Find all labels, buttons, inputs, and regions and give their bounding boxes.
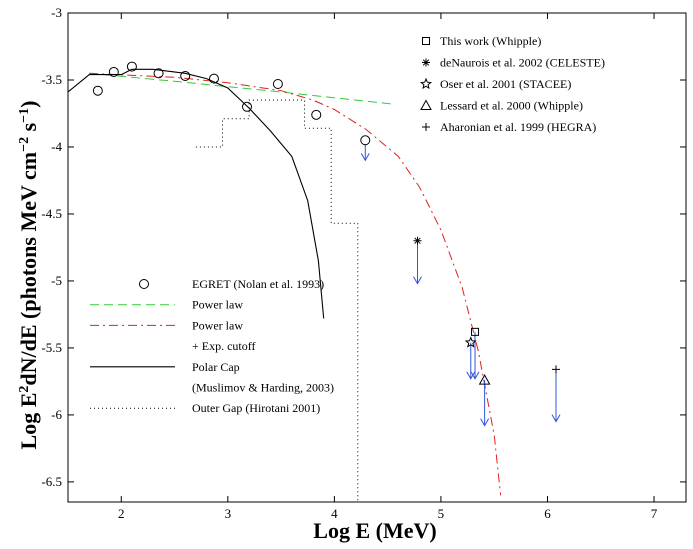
circle-marker <box>242 101 253 112</box>
circle-marker <box>153 68 164 79</box>
circle-marker <box>139 279 149 289</box>
data-point <box>552 365 561 374</box>
x-tick-label: 7 <box>651 506 658 521</box>
legend-marker <box>422 58 430 67</box>
axis-ticks: 2 3 4 5 6 7 -3 -3.5 -4 -4.5 -5 -5.5 -6 -6.5 <box>41 5 686 521</box>
legend-marker <box>419 77 433 90</box>
triangle-marker <box>420 99 432 110</box>
square-marker <box>471 327 480 336</box>
legend-label: deNaurois et al. 2002 (CELESTE) <box>440 56 605 70</box>
upper-limit-arrow-head <box>466 371 476 380</box>
circle-marker <box>92 85 103 96</box>
upper-limit-arrow-head <box>470 371 480 380</box>
series-line <box>89 72 394 105</box>
legend-label: Outer Gap (Hirotani 2001) <box>192 401 320 415</box>
circle-marker <box>272 79 283 90</box>
series-layer <box>68 61 561 502</box>
clipped-series <box>68 68 502 502</box>
y-tick-label: -6.5 <box>41 474 62 489</box>
y-axis-title-main: Log E <box>16 393 41 450</box>
data-point <box>464 336 477 348</box>
upper-limit-arrow-head <box>551 414 561 423</box>
y-tick-label: -3.5 <box>41 72 62 87</box>
legend-label: Oser et al. 2001 (STACEE) <box>440 77 571 91</box>
data-point <box>208 73 219 84</box>
y-axis-title-end: ) <box>16 101 41 108</box>
legend-label: This work (Whipple) <box>440 34 541 48</box>
circle-marker <box>180 70 191 81</box>
y-tick-label: -6 <box>51 407 62 422</box>
legend-marker <box>422 37 430 45</box>
legend-label: EGRET (Nolan et al. 1993) <box>192 277 324 291</box>
data-point <box>478 374 491 385</box>
data-point <box>242 101 253 112</box>
legend-label: Power law <box>192 318 243 332</box>
square-marker <box>422 37 430 45</box>
data-point <box>360 135 371 146</box>
x-axis-title: Log E (MeV) <box>313 518 436 543</box>
x-tick-label: 3 <box>225 506 232 521</box>
y-axis-title: Log E2dN/dE (photons MeV cm−2 s−1) <box>16 101 41 450</box>
y-axis-title-sup3: −1 <box>17 108 32 123</box>
star-marker <box>419 77 433 90</box>
x-tick-label: 4 <box>331 506 338 521</box>
data-point <box>272 79 283 90</box>
legend-label: Aharonian et al. 1999 (HEGRA) <box>440 120 596 134</box>
data-point <box>413 236 422 245</box>
plot-area <box>67 12 687 503</box>
legend-label: Polar Cap <box>192 360 240 374</box>
triangle-marker <box>478 374 491 385</box>
upper-limit-arrow-head <box>360 153 370 162</box>
circle-marker <box>360 135 371 146</box>
legend-label: (Muslimov & Harding, 2003) <box>192 381 334 395</box>
upper-limit-arrow-head <box>480 418 490 427</box>
series-line <box>68 68 325 319</box>
circle-marker <box>311 109 322 120</box>
data-point <box>126 61 137 72</box>
circle-marker <box>108 66 119 77</box>
data-point <box>180 70 191 81</box>
plot-frame <box>67 12 687 503</box>
y-tick-label: -4 <box>51 139 62 154</box>
y-axis-title-sup2: −2 <box>17 137 32 152</box>
legend-label: Lessard et al. 2000 (Whipple) <box>440 99 583 113</box>
x-tick-label: 5 <box>438 506 445 521</box>
y-axis-title-mid: dN/dE (photons MeV cm <box>16 152 41 386</box>
data-point <box>471 327 480 336</box>
y-tick-label: -4.5 <box>41 206 62 221</box>
legend-marker <box>420 99 432 110</box>
y-axis-title-mid2: s <box>16 122 41 137</box>
asterisk-stroke <box>414 237 421 244</box>
data-point <box>153 68 164 79</box>
circle-marker <box>208 73 219 84</box>
upper-limit-arrow-head <box>413 276 422 285</box>
x-tick-label: 6 <box>544 506 551 521</box>
legend-layer: This work (Whipple) deNaurois et al. 2002… <box>90 34 605 415</box>
legend-marker <box>422 123 430 131</box>
data-point <box>311 109 322 120</box>
circle-marker <box>126 61 137 72</box>
data-point <box>92 85 103 96</box>
x-tick-label: 2 <box>118 506 125 521</box>
y-axis-title-sup1: 2 <box>17 386 32 393</box>
legend-label: + Exp. cutoff <box>192 339 256 353</box>
y-tick-label: -5.5 <box>41 340 62 355</box>
legend-marker <box>139 279 149 289</box>
asterisk-stroke <box>422 59 430 66</box>
data-point <box>108 66 119 77</box>
star-marker <box>464 336 477 348</box>
y-tick-label: -5 <box>51 273 62 288</box>
legend-label: Power law <box>192 298 243 312</box>
series-line <box>89 72 502 496</box>
y-tick-label: -3 <box>51 5 62 20</box>
